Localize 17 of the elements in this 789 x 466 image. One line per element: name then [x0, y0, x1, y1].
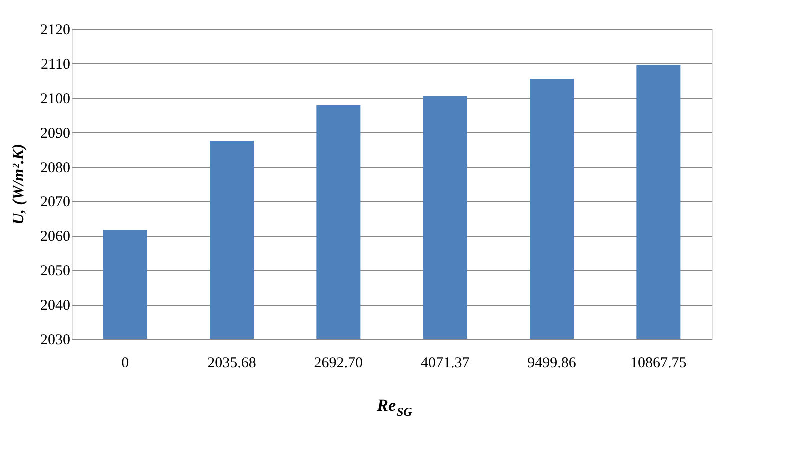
y-tick-label: 2040: [40, 298, 70, 314]
x-tick-label: 0: [122, 356, 130, 372]
y-tick-label: 2060: [40, 229, 70, 246]
y-tick-label: 2120: [40, 22, 70, 38]
x-tick-label: 2692.70: [314, 356, 364, 372]
y-axis-title: U, (W/m².K): [10, 144, 28, 225]
y-tick-label: 2030: [40, 332, 70, 348]
y-tick-label: 2110: [41, 56, 70, 73]
x-tick-label: 2035.68: [208, 356, 256, 372]
y-tick-label: 2090: [40, 126, 70, 142]
y-tick-label: 2070: [40, 194, 70, 211]
x-tick-label: 4071.37: [420, 356, 470, 372]
x-tick-label: 9499.86: [528, 356, 577, 372]
y-tick-label: 2050: [40, 264, 70, 280]
y-tick-label: 2100: [40, 91, 70, 108]
y-tick-label: 2080: [40, 160, 70, 176]
x-tick-label: 10867.75: [630, 356, 687, 372]
